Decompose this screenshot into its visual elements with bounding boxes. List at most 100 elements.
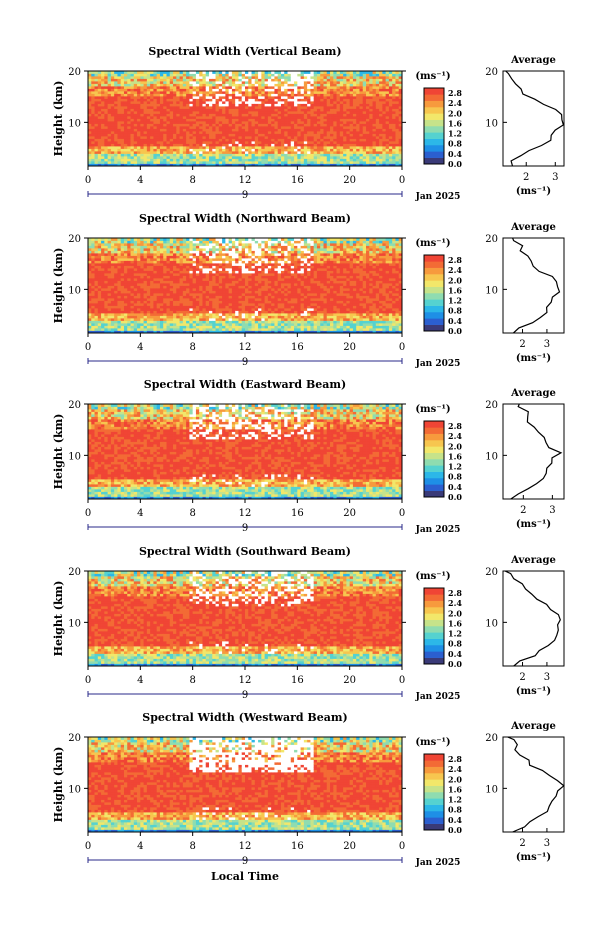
heatmap-cell xyxy=(199,108,203,112)
heatmap-cell xyxy=(127,131,131,134)
heatmap-cell xyxy=(225,71,230,74)
heatmap-cell xyxy=(117,81,122,84)
heatmap-cell xyxy=(343,111,347,114)
heatmap-cell xyxy=(163,328,167,331)
heatmap-cell xyxy=(179,151,184,154)
heatmap-cell xyxy=(150,141,154,144)
heatmap-cell xyxy=(179,141,184,144)
heatmap-cell xyxy=(362,116,367,119)
heatmap-cell xyxy=(379,83,383,87)
heatmap-cell xyxy=(267,101,272,104)
heatmap-cell xyxy=(287,81,292,84)
heatmap-cell xyxy=(143,255,148,259)
heatmap-cell xyxy=(91,143,95,147)
heatmap-cell xyxy=(114,273,118,276)
heatmap-cell xyxy=(352,106,357,109)
heatmap-cell xyxy=(146,315,151,319)
heatmap-cell xyxy=(173,298,177,301)
heatmap-cell xyxy=(91,308,95,311)
heatmap-cell xyxy=(316,76,321,79)
heatmap-cell xyxy=(280,153,285,157)
heatmap-cell xyxy=(245,128,249,132)
heatmap-cell xyxy=(352,71,357,74)
heatmap-cell xyxy=(169,255,174,259)
heatmap-cell xyxy=(140,108,144,112)
heatmap-cell xyxy=(346,126,351,129)
heatmap-cell xyxy=(192,131,197,134)
heatmap-cell xyxy=(212,148,216,152)
panel-title: Spectral Width (Northward Beam) xyxy=(139,212,351,225)
heatmap-cell xyxy=(120,300,125,304)
heatmap-cell xyxy=(163,258,167,261)
heatmap-cell xyxy=(114,96,118,99)
heatmap-cell xyxy=(127,315,131,319)
heatmap-cell xyxy=(130,141,135,144)
heatmap-cell xyxy=(97,328,102,331)
heatmap-cell xyxy=(107,96,112,99)
heatmap-cell xyxy=(225,151,230,154)
heatmap-cell xyxy=(379,138,383,142)
heatmap-cell xyxy=(313,136,318,139)
heatmap-cell xyxy=(261,86,266,89)
heatmap-cell xyxy=(339,81,344,84)
heatmap-cell xyxy=(231,101,236,104)
heatmap-cell xyxy=(379,123,383,127)
heatmap-cell xyxy=(137,161,141,164)
heatmap-cell xyxy=(146,76,151,79)
heatmap-cell xyxy=(307,96,311,99)
heatmap-cell xyxy=(176,106,180,109)
heatmap-cell xyxy=(310,71,315,74)
heatmap-cell xyxy=(192,163,197,167)
heatmap-cell xyxy=(163,290,167,294)
heatmap-cell xyxy=(97,123,102,127)
heatmap-cell xyxy=(290,103,295,107)
heatmap-cell xyxy=(143,103,148,107)
heatmap-cell xyxy=(159,83,164,87)
heatmap-cell xyxy=(150,133,154,137)
heatmap-cell xyxy=(146,153,151,157)
heatmap-cell xyxy=(114,270,118,274)
heatmap-cell xyxy=(176,280,180,284)
heatmap-cell xyxy=(215,131,220,134)
heatmap-cell xyxy=(163,298,167,301)
heatmap-cell xyxy=(104,156,109,159)
heatmap-cell xyxy=(343,76,347,79)
heatmap-cell xyxy=(313,141,318,144)
heatmap-cell xyxy=(392,158,396,162)
heatmap-cell xyxy=(195,288,200,291)
heatmap-cell xyxy=(101,121,105,124)
heatmap-cell xyxy=(189,156,194,159)
heatmap-cell xyxy=(284,81,288,84)
heatmap-cell xyxy=(359,113,364,117)
heatmap-cell xyxy=(264,73,269,77)
heatmap-cell xyxy=(280,163,285,167)
heatmap-cell xyxy=(379,148,383,152)
heatmap-cell xyxy=(110,328,115,331)
heatmap-cell xyxy=(133,303,138,306)
heatmap-cell xyxy=(362,158,367,162)
heatmap-cell xyxy=(163,308,167,311)
heatmap-cell xyxy=(159,295,164,299)
heatmap-cell xyxy=(101,305,105,309)
heatmap-cell xyxy=(330,88,334,92)
heatmap-cell xyxy=(202,76,207,79)
heatmap-cell xyxy=(186,248,190,251)
heatmap-cell xyxy=(254,91,259,94)
heatmap-cell xyxy=(110,161,115,164)
heatmap-cell xyxy=(398,143,403,147)
heatmap-cell xyxy=(264,101,269,104)
heatmap-cell xyxy=(222,108,226,112)
heatmap-cell xyxy=(352,103,357,107)
heatmap-cell xyxy=(127,263,131,266)
heatmap-cell xyxy=(274,126,279,129)
heatmap-cell xyxy=(120,98,125,102)
heatmap-cell xyxy=(287,143,292,147)
heatmap-cell xyxy=(300,86,305,89)
heatmap-cell xyxy=(114,240,118,244)
heatmap-cell xyxy=(159,290,164,294)
heatmap-cell xyxy=(254,86,259,89)
heatmap-cell xyxy=(225,143,230,147)
heatmap-cell xyxy=(110,151,115,154)
heatmap-cell xyxy=(107,295,112,299)
heatmap-cell xyxy=(140,73,144,77)
